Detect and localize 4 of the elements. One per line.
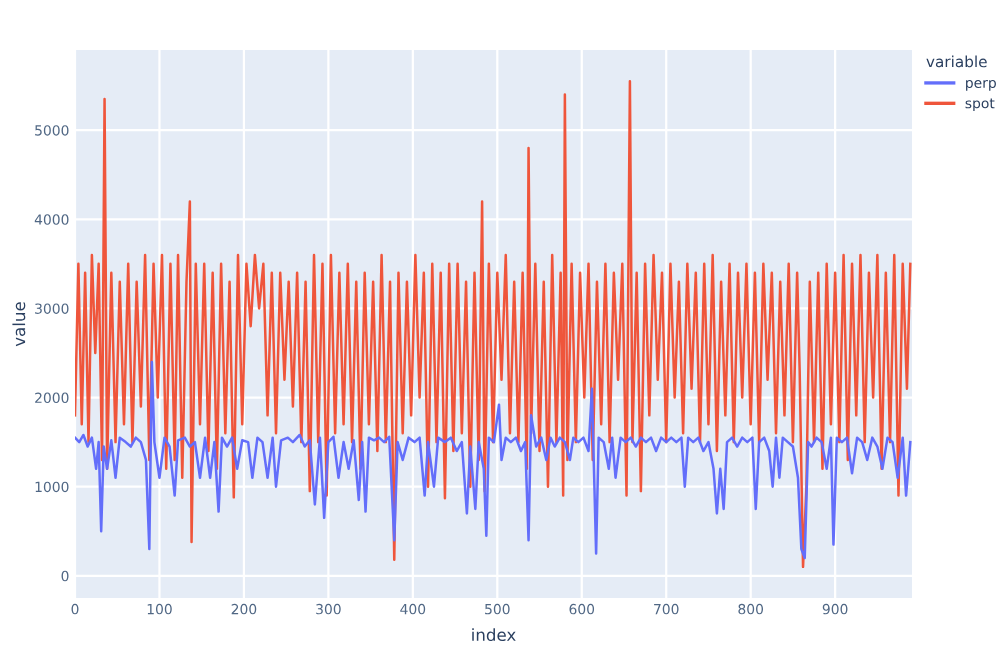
y-axis-title: value xyxy=(12,302,26,347)
x-axis-title: index xyxy=(472,628,516,642)
line-series xyxy=(75,79,912,569)
line-series xyxy=(75,360,912,560)
